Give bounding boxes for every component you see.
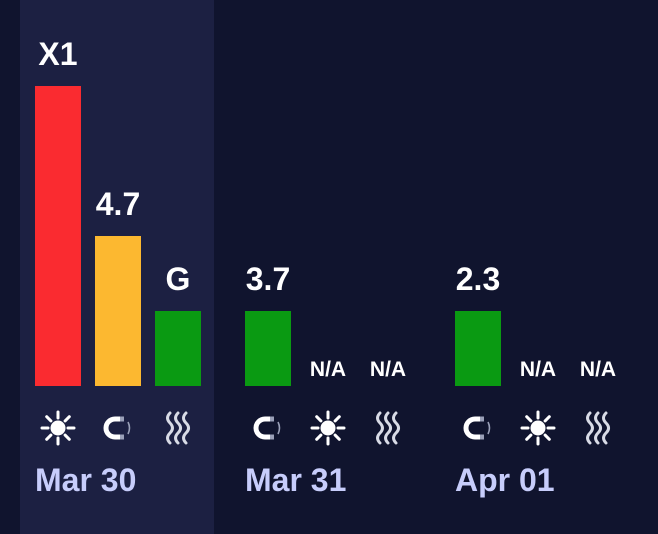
bar[interactable] — [155, 311, 201, 386]
bar-value-label: 3.7 — [245, 261, 291, 297]
bar[interactable] — [95, 236, 141, 386]
day-date-label: Mar 31 — [245, 462, 347, 498]
bar[interactable] — [455, 311, 501, 386]
bar-value-label: N/A — [309, 358, 347, 381]
bar-value-label: X1 — [38, 36, 78, 72]
day-date-label: Mar 30 — [35, 462, 137, 498]
magnet-icon — [95, 410, 141, 446]
bar-value-label: N/A — [519, 358, 557, 381]
bar-value-label: 2.3 — [455, 261, 501, 297]
bar[interactable] — [245, 311, 291, 386]
magnet-icon — [455, 410, 501, 446]
sun-icon — [35, 410, 81, 446]
bar-value-label: 4.7 — [95, 186, 141, 222]
bar-value-label: G — [165, 261, 191, 297]
waves-icon — [575, 410, 621, 446]
magnet-icon — [245, 410, 291, 446]
sun-icon — [515, 410, 561, 446]
day-date-label: Apr 01 — [455, 462, 555, 498]
sun-icon — [305, 410, 351, 446]
bar-value-label: N/A — [579, 358, 617, 381]
waves-icon — [155, 410, 201, 446]
bar[interactable] — [35, 86, 81, 386]
waves-icon — [365, 410, 411, 446]
bar-value-label: N/A — [369, 358, 407, 381]
